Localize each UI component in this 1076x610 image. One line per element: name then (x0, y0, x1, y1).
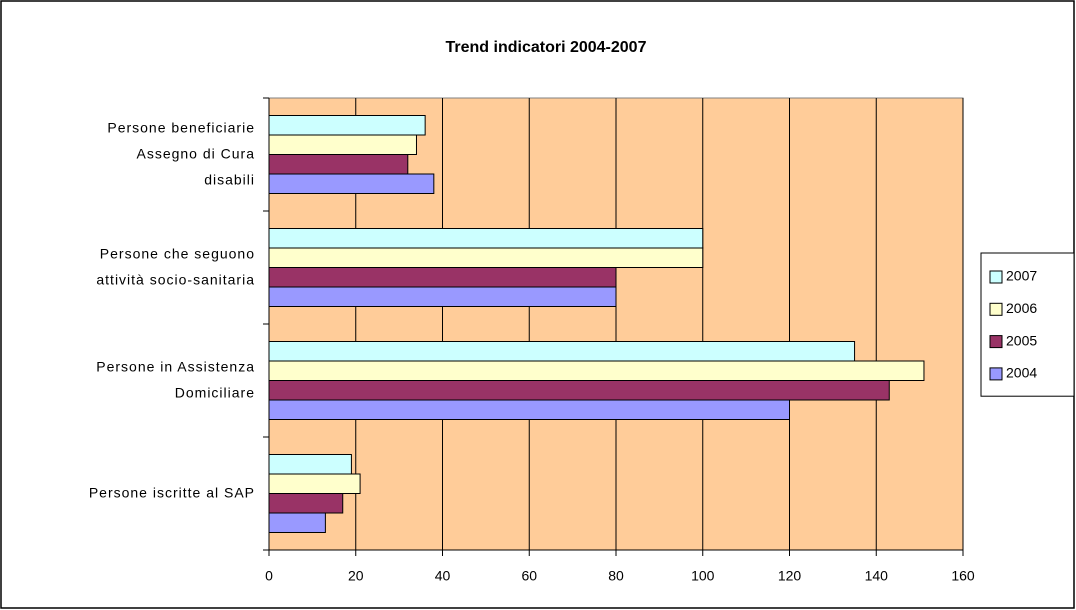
legend-swatch (989, 335, 1003, 349)
x-tick-label: 160 (951, 568, 975, 584)
bar (268, 247, 704, 268)
bar (268, 267, 617, 288)
x-tick-label: 140 (865, 568, 889, 584)
bar (268, 493, 344, 514)
legend-swatch (989, 270, 1003, 284)
y-tick-label: Persone beneficiarie Assegno di Cura disab… (107, 119, 255, 187)
bar (268, 473, 361, 494)
y-tick-label-line: disabili (204, 171, 255, 187)
legend-label: 2005 (1006, 332, 1037, 348)
x-tick-label: 40 (435, 568, 451, 584)
legend-label: 2007 (1006, 268, 1037, 284)
bar (268, 286, 617, 307)
legend-swatch (989, 302, 1003, 316)
y-tick-label-line: Persone che seguono (100, 245, 255, 261)
bar (268, 173, 435, 194)
bar (268, 134, 417, 155)
y-tick-label-line: Persone iscritte al SAP (89, 484, 255, 500)
x-tick-label: 60 (521, 568, 537, 584)
y-tick-label: Persone che seguono attività socio-sanita… (96, 245, 255, 287)
legend-label: 2006 (1006, 300, 1037, 316)
y-tick-label-line: Assegno di Cura (136, 145, 255, 161)
legend-swatch (989, 367, 1003, 381)
legend-label: 2004 (1006, 365, 1037, 381)
bar (268, 454, 352, 475)
bar (268, 115, 426, 136)
y-tick-label: Persone in Assistenza Domiciliare (96, 358, 255, 400)
bar (268, 512, 326, 533)
bar (268, 228, 704, 249)
y-tick-label: Persone iscritte al SAP (89, 484, 255, 500)
y-tick-label-line: Persone in Assistenza (96, 358, 255, 374)
x-tick-label: 20 (348, 568, 364, 584)
y-tick-label-line: Persone beneficiarie (107, 119, 255, 135)
x-tick-label: 0 (265, 568, 273, 584)
bar (268, 360, 925, 381)
bar (268, 154, 409, 175)
bar (268, 341, 856, 362)
bar (268, 380, 890, 401)
bar (268, 399, 790, 420)
chart-title: Trend indicatori 2004-2007 (446, 39, 647, 56)
x-tick-label: 80 (608, 568, 624, 584)
y-tick-label-line: attività socio-sanitaria (96, 271, 255, 287)
y-tick-label-line: Domiciliare (175, 384, 255, 400)
x-tick-label: 120 (778, 568, 802, 584)
x-tick-label: 100 (691, 568, 715, 584)
